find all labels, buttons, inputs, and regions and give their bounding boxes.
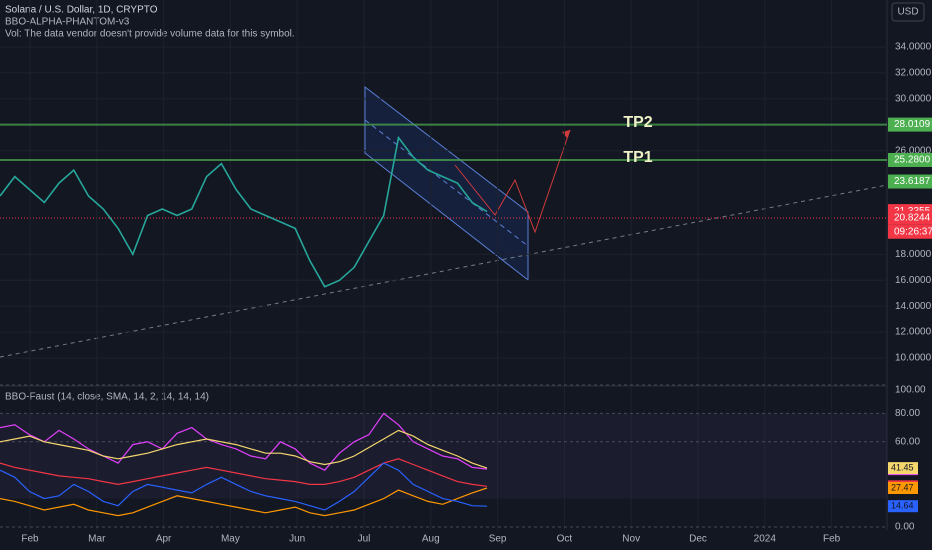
x-tick-label: Mar — [88, 534, 106, 545]
volume-note: Vol: The data vendor doesn't provide vol… — [5, 29, 295, 40]
price-tag — [888, 210, 932, 225]
price-tag-label: 25.2800 — [894, 155, 931, 166]
y-tick-label: 14.0000 — [895, 301, 932, 312]
price-tag — [888, 152, 932, 167]
price-tag — [888, 174, 932, 189]
x-tick-label: May — [221, 534, 240, 545]
value-tag-label: 41.45 — [891, 463, 914, 473]
y-tick-label: 10.0000 — [895, 353, 932, 364]
projection-arrow — [454, 129, 571, 234]
y-tick-label: 80.00 — [895, 408, 920, 419]
indicator-name: BBO-ALPHA-PHANTOM-v3 — [5, 17, 130, 28]
y-tick-label: 30.0000 — [895, 93, 932, 104]
x-tick-label: Aug — [422, 534, 440, 545]
y-tick-label: 0.00 — [895, 522, 915, 533]
series-line — [0, 458, 488, 487]
x-tick-label: Sep — [489, 534, 507, 545]
level-name: TP2 — [623, 114, 652, 131]
value-tag — [888, 481, 918, 494]
y-tick-label: 12.0000 — [895, 327, 932, 338]
countdown: 09:26:37 — [894, 226, 932, 237]
price-tag — [888, 117, 932, 132]
level-name: TP1 — [623, 149, 652, 166]
y-tick-label: 26.0000 — [895, 145, 932, 156]
series-line — [0, 487, 488, 517]
value-tag — [888, 462, 918, 475]
x-tick-label: Apr — [156, 534, 172, 545]
value-tag-label: 27.47 — [891, 482, 914, 492]
price-tag-label: 28.0109 — [894, 119, 931, 130]
x-tick-label: 2024 — [754, 534, 777, 545]
x-tick-label: Jun — [289, 534, 305, 545]
y-tick-label: 60.00 — [895, 436, 920, 447]
series-line — [0, 429, 488, 469]
series-line — [0, 135, 488, 288]
x-tick-label: Feb — [823, 534, 841, 545]
price-tag-label: 20.8244 — [894, 212, 931, 223]
countdown-tag — [888, 224, 932, 239]
price-tag-label: 23.6187 — [894, 176, 931, 187]
currency-button[interactable] — [891, 2, 925, 22]
x-tick-label: Dec — [689, 534, 707, 545]
y-tick-label: 100.00 — [895, 385, 926, 396]
channel-mid — [364, 119, 529, 247]
value-tag — [888, 500, 918, 513]
x-tick-label: Oct — [557, 534, 573, 545]
y-tick-label: 32.0000 — [895, 68, 932, 79]
x-tick-label: Nov — [622, 534, 640, 545]
currency[interactable]: USD — [897, 7, 918, 18]
oscillator-title: BBO-Faust (14, close, SMA, 14, 2, 14, 14… — [5, 392, 209, 403]
y-tick-label: 18.0000 — [895, 249, 932, 260]
value-tag-label: 14.64 — [891, 501, 914, 511]
y-tick-label: 34.0000 — [895, 42, 932, 53]
y-tick-label: 16.0000 — [895, 275, 932, 286]
x-tick-label: Feb — [21, 534, 39, 545]
trend-line — [0, 184, 888, 358]
series-line — [0, 462, 488, 511]
symbol: Solana / U.S. Dollar, 1D, CRYPTO — [5, 5, 158, 16]
x-tick-label: Jul — [358, 534, 371, 545]
